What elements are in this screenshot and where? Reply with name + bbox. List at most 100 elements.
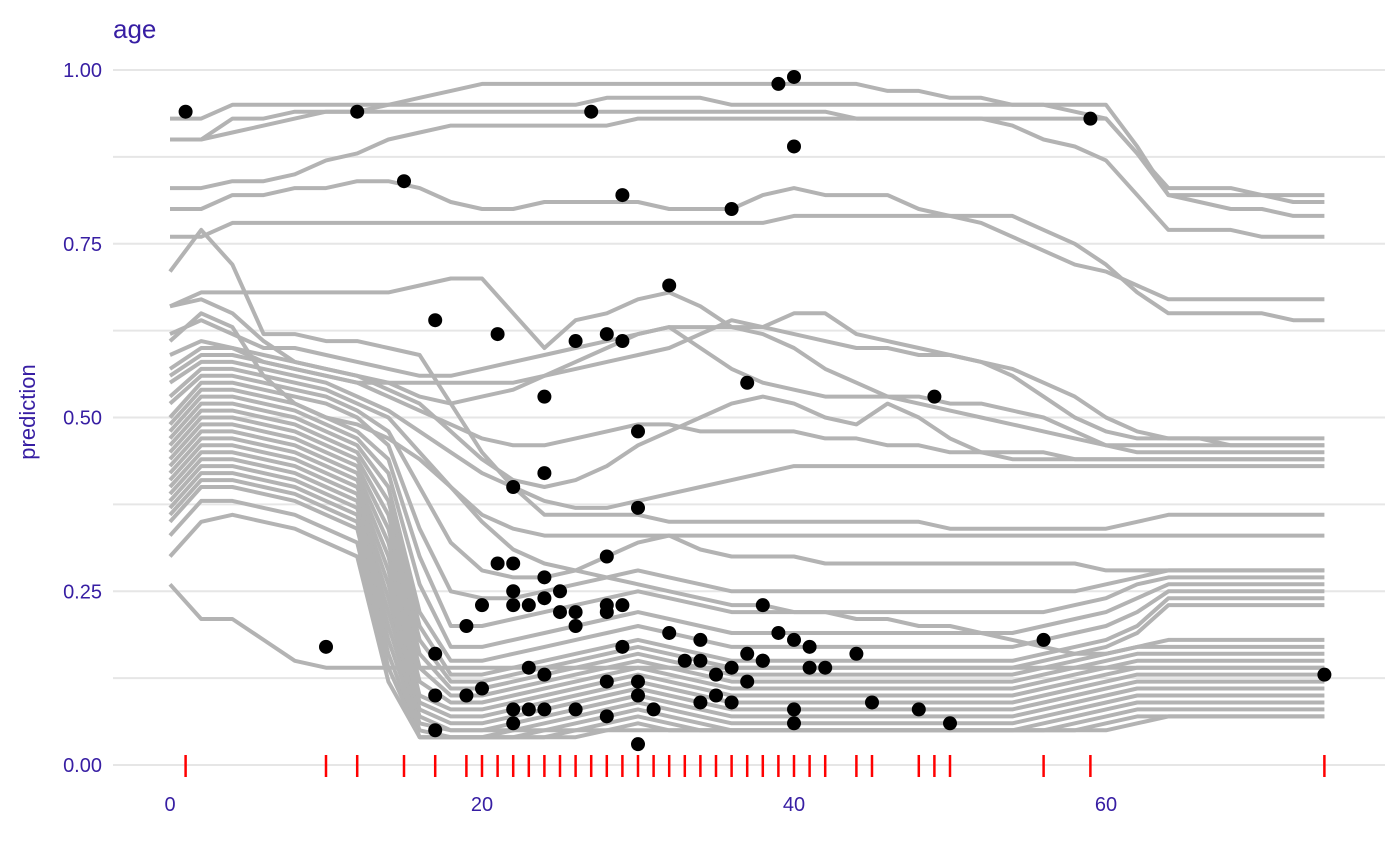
y-tick-label: 0.75 <box>63 234 102 256</box>
observation-point <box>475 598 489 613</box>
observation-point <box>631 674 645 689</box>
observation-point <box>709 688 723 703</box>
observation-point <box>537 466 552 481</box>
observation-point <box>787 716 801 731</box>
observation-point <box>802 639 817 654</box>
profile-line <box>168 464 1325 733</box>
observation-point <box>755 598 770 613</box>
observation-point <box>568 334 583 349</box>
y-tick-label: 0.00 <box>63 755 102 777</box>
observations-layer <box>178 69 1332 752</box>
observation-point <box>865 695 879 710</box>
profile-line <box>168 457 1325 726</box>
profile-line <box>168 471 1325 733</box>
profile-line <box>168 366 1325 538</box>
observation-point <box>740 646 755 661</box>
profile-line <box>168 227 1325 531</box>
observation-point <box>537 570 552 585</box>
observation-point <box>631 424 645 439</box>
observation-point <box>521 598 536 613</box>
observation-point <box>428 646 443 661</box>
observation-point <box>599 327 614 342</box>
observation-point <box>662 625 677 640</box>
profile-line <box>170 116 1325 239</box>
observation-point <box>584 104 599 119</box>
profile-line <box>168 380 1325 601</box>
observation-point <box>537 389 552 404</box>
observation-point <box>911 702 926 717</box>
profile-line <box>170 213 1325 302</box>
observation-point <box>599 709 614 724</box>
observation-point <box>943 716 957 731</box>
observation-point <box>428 723 443 738</box>
observation-point <box>1083 111 1098 126</box>
observation-point <box>646 702 661 717</box>
observation-point <box>787 702 801 717</box>
observation-point <box>724 695 739 710</box>
x-tick-label: 20 <box>471 794 493 816</box>
observation-point <box>677 653 692 668</box>
observation-point <box>506 598 521 613</box>
observation-point <box>615 334 630 349</box>
profile-line <box>168 512 1325 740</box>
observation-point <box>568 605 583 620</box>
observation-point <box>490 556 505 571</box>
profile-line <box>169 318 1325 448</box>
profile-line <box>170 81 1325 198</box>
observation-point <box>599 674 614 689</box>
observation-point <box>599 549 614 564</box>
profile-line <box>170 95 1325 204</box>
x-tick-label: 0 <box>164 794 175 816</box>
observation-point <box>724 660 739 675</box>
observation-point <box>787 139 801 154</box>
chart-title: age <box>113 14 157 44</box>
profile-line <box>169 276 1325 441</box>
observation-point <box>537 702 552 717</box>
profiles-layer <box>168 81 1325 740</box>
observation-point <box>350 104 365 119</box>
profile-line <box>168 373 1325 580</box>
observation-point <box>771 625 786 640</box>
x-tick-label: 40 <box>783 794 805 816</box>
rug-layer <box>184 755 1326 777</box>
observation-point <box>802 660 817 675</box>
observation-point <box>662 278 677 293</box>
observation-point <box>771 76 786 91</box>
profile-line <box>168 450 1325 719</box>
observation-point <box>740 375 755 390</box>
observation-point <box>740 674 755 689</box>
y-tick-label: 1.00 <box>63 60 102 82</box>
y-tick-label: 0.50 <box>63 408 102 430</box>
observation-point <box>568 702 583 717</box>
observation-point <box>521 660 536 675</box>
observation-point <box>506 584 521 599</box>
observation-point <box>537 667 552 682</box>
observation-point <box>537 591 552 606</box>
observation-point <box>475 681 489 696</box>
x-tick-label: 60 <box>1095 794 1117 816</box>
observation-point <box>693 695 708 710</box>
observation-point <box>428 313 443 328</box>
observation-point <box>553 605 567 620</box>
observation-point <box>693 653 708 668</box>
profile-line <box>168 443 1325 712</box>
observation-point <box>319 639 333 654</box>
observation-point <box>631 688 645 703</box>
observation-point <box>568 619 583 633</box>
observation-point <box>506 702 521 717</box>
observation-point <box>849 646 864 661</box>
observation-point <box>553 584 567 599</box>
observation-point <box>599 605 614 620</box>
observation-point <box>459 688 474 703</box>
observation-point <box>506 480 521 494</box>
observation-point <box>724 202 739 216</box>
observation-point <box>506 716 521 731</box>
observation-point <box>755 653 770 668</box>
profile-line <box>170 179 1325 323</box>
observation-point <box>506 556 521 571</box>
observation-point <box>631 500 645 515</box>
observation-point <box>615 639 630 654</box>
observation-point <box>490 327 505 342</box>
profile-line <box>169 318 1325 448</box>
